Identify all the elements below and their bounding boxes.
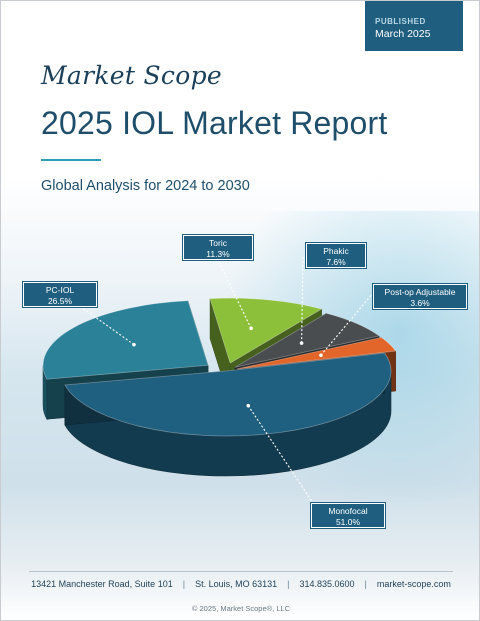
footer-divider [29,571,453,572]
leader-dot-monofocal [246,403,251,408]
footer-separator: | [182,579,186,589]
callout-phakic: Phakic 7.6% [305,242,367,269]
published-badge: PUBLISHED March 2025 [365,1,463,51]
leader-dot-toric [249,326,253,331]
footer-separator: | [364,579,367,589]
slice-post-op-adjustable [237,337,397,370]
leader-line-toric [217,259,252,329]
published-kicker: PUBLISHED [375,17,426,26]
footer-phone: 314.835.0600 [299,579,355,589]
callout-toric-value: 11.3% [206,249,230,259]
callout-pc-iol-value: 26.5% [47,296,73,306]
published-date: March 2025 [375,28,431,40]
pie-tops [42,297,397,437]
footer-address: 13421 Manchester Road, Suite 101 [31,579,173,589]
callout-pc-iol-label: PC-IOL [45,285,75,295]
callout-monofocal: Monofocal 51.0% [310,502,386,529]
slice-pc-iol [42,300,209,380]
callout-post-op-label: Post-op Adjustable [384,287,456,297]
callout-monofocal-label: Monofocal [328,506,368,516]
leader-line-monofocal [247,405,314,504]
callout-phakic-label: Phakic [323,246,349,256]
report-subtitle: Global Analysis for 2024 to 2030 [41,178,250,194]
callout-post-op-adjustable: Post-op Adjustable 3.6% [372,283,468,310]
leader-line-post-op-adjustable [320,292,374,356]
callout-toric: Toric 11.3% [182,234,254,261]
leader-dot-pc-iol [132,342,136,347]
pie-leaders [80,256,374,504]
copyright: © 2025, Market Scope®, LLC [191,604,291,613]
slice-toric [209,297,323,364]
report-title: 2025 IOL Market Report [41,105,388,141]
leader-dot-post-op-adjustable [319,353,323,358]
callout-post-op-value: 3.6% [410,298,430,308]
callout-monofocal-value: 51.0% [335,517,361,527]
leader-line-pc-iol [80,306,135,346]
footer-separator: | [287,579,290,589]
leader-dot-phakic [299,341,304,345]
slice-phakic [234,312,381,368]
market-scope-logo: Market Scope [41,61,222,90]
callout-phakic-value: 7.6% [326,257,346,267]
title-divider [41,159,101,161]
callout-toric-label: Toric [209,238,227,248]
footer-city: St. Louis, MO 63131 [195,579,278,589]
footer-website[interactable]: market-scope.com [376,579,451,589]
callout-pc-iol: PC-IOL 26.5% [22,281,98,308]
footer-contact: 13421 Manchester Road, Suite 101 | St. Lou… [1,579,479,589]
